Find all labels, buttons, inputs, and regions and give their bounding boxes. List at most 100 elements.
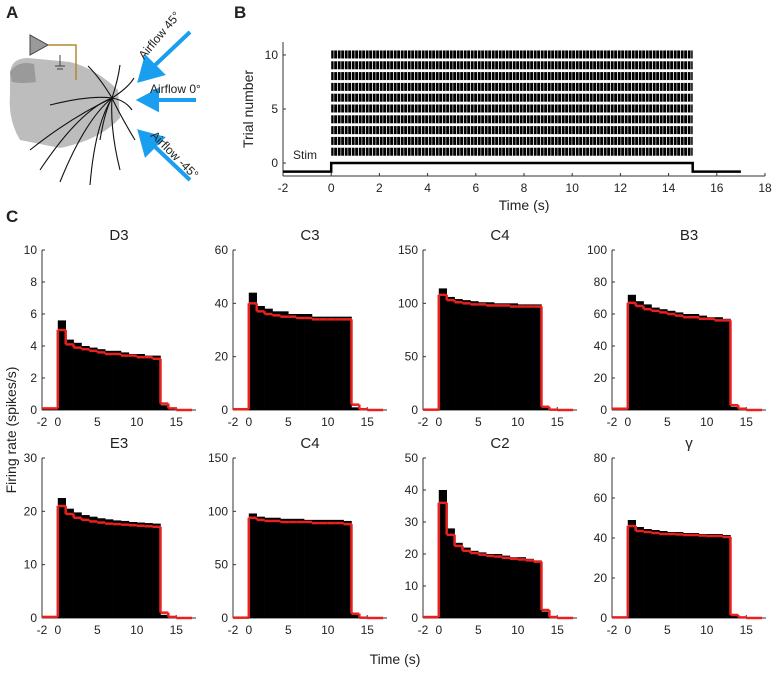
bar bbox=[541, 611, 550, 618]
bar bbox=[446, 528, 455, 618]
bar bbox=[698, 534, 708, 618]
bar bbox=[280, 311, 289, 410]
bar bbox=[659, 309, 668, 410]
bar bbox=[89, 347, 98, 410]
y-tick-label: 150 bbox=[208, 451, 228, 465]
bar bbox=[494, 554, 503, 618]
x-tick-label: 5 bbox=[475, 415, 482, 429]
bar bbox=[706, 534, 715, 618]
bar bbox=[160, 614, 169, 618]
psth bbox=[423, 288, 574, 412]
spike-train bbox=[331, 93, 693, 102]
bar bbox=[714, 317, 723, 410]
y-tick-label: 0 bbox=[600, 611, 607, 625]
spike-train bbox=[331, 147, 693, 156]
bar bbox=[494, 303, 503, 410]
y-tick-label: 10 bbox=[265, 48, 279, 62]
bar bbox=[517, 557, 526, 618]
x-tick-label: 5 bbox=[94, 623, 101, 637]
bar bbox=[478, 302, 487, 410]
bar bbox=[683, 533, 692, 618]
y-tick-label: 30 bbox=[405, 515, 419, 529]
x-tick-label: 10 bbox=[511, 415, 525, 429]
bar bbox=[675, 312, 684, 410]
bar bbox=[256, 516, 265, 618]
bar bbox=[327, 519, 336, 618]
y-tick-label: 20 bbox=[594, 371, 608, 385]
spike-train bbox=[331, 72, 693, 81]
bar bbox=[113, 350, 122, 410]
bar bbox=[81, 515, 90, 618]
bar bbox=[667, 532, 676, 618]
bar bbox=[304, 314, 313, 410]
x-tick-label: -2 bbox=[37, 623, 48, 637]
x-axis-label: Time (s) bbox=[370, 651, 421, 667]
bar bbox=[525, 304, 534, 410]
bar bbox=[509, 303, 519, 410]
spike-train bbox=[331, 136, 693, 145]
y-tick-label: 100 bbox=[587, 243, 607, 257]
bar bbox=[319, 519, 329, 618]
y-tick-label: 6 bbox=[30, 307, 37, 321]
bar bbox=[311, 316, 321, 410]
x-tick-label: 15 bbox=[361, 623, 375, 637]
x-tick-label: 10 bbox=[130, 623, 144, 637]
bar bbox=[478, 552, 487, 618]
bar bbox=[264, 517, 273, 618]
x-tick-label: 10 bbox=[566, 181, 580, 195]
x-tick-label: 15 bbox=[740, 415, 754, 429]
y-tick-label: 0 bbox=[30, 403, 37, 417]
x-tick-label: 12 bbox=[614, 181, 628, 195]
y-tick-label: 40 bbox=[405, 483, 419, 497]
bar bbox=[714, 534, 723, 618]
arrow-label: Airflow -45° bbox=[148, 128, 202, 182]
bar bbox=[97, 349, 106, 410]
x-tick-label: 18 bbox=[758, 181, 772, 195]
bar bbox=[533, 560, 542, 618]
y-tick-label: 20 bbox=[24, 504, 38, 518]
y-tick-label: 40 bbox=[594, 531, 608, 545]
x-tick-label: 15 bbox=[551, 415, 565, 429]
bar bbox=[351, 614, 360, 618]
bar bbox=[81, 346, 90, 410]
bar bbox=[517, 304, 526, 410]
y-tick-label: 0 bbox=[271, 156, 278, 170]
x-tick-label: 0 bbox=[435, 415, 442, 429]
x-tick-label: 0 bbox=[245, 415, 252, 429]
y-tick-label: 60 bbox=[594, 307, 608, 321]
x-tick-label: 6 bbox=[472, 181, 479, 195]
y-tick-label: 150 bbox=[398, 243, 418, 257]
chart-title: C4 bbox=[300, 435, 319, 452]
bar bbox=[311, 519, 321, 618]
spike-train bbox=[331, 82, 693, 91]
y-tick-label: 0 bbox=[600, 403, 607, 417]
x-tick-label: 5 bbox=[664, 415, 671, 429]
bar bbox=[136, 354, 145, 410]
spike-train bbox=[331, 104, 693, 113]
psth bbox=[612, 520, 763, 620]
y-tick-label: 5 bbox=[271, 102, 278, 116]
y-tick-label: 60 bbox=[215, 243, 229, 257]
x-tick-label: -2 bbox=[228, 415, 239, 429]
y-tick-label: 60 bbox=[594, 491, 608, 505]
x-tick-label: -2 bbox=[228, 623, 239, 637]
bar bbox=[264, 308, 273, 410]
spike-train bbox=[331, 50, 693, 59]
bar bbox=[343, 520, 352, 618]
bar bbox=[120, 352, 130, 410]
bar bbox=[335, 519, 344, 618]
bar bbox=[683, 314, 692, 410]
bar bbox=[533, 304, 542, 410]
bar bbox=[635, 527, 644, 618]
bar bbox=[144, 523, 153, 618]
chart-title: D3 bbox=[109, 227, 128, 244]
bar bbox=[667, 310, 676, 410]
y-tick-label: 4 bbox=[30, 339, 37, 353]
x-tick-label: 8 bbox=[521, 181, 528, 195]
y-axis-label: Firing rate (spikes/s) bbox=[3, 367, 19, 494]
bar bbox=[73, 512, 82, 618]
bar bbox=[351, 407, 360, 410]
bar bbox=[454, 542, 463, 618]
bar bbox=[160, 405, 169, 410]
x-tick-label: 5 bbox=[94, 415, 101, 429]
